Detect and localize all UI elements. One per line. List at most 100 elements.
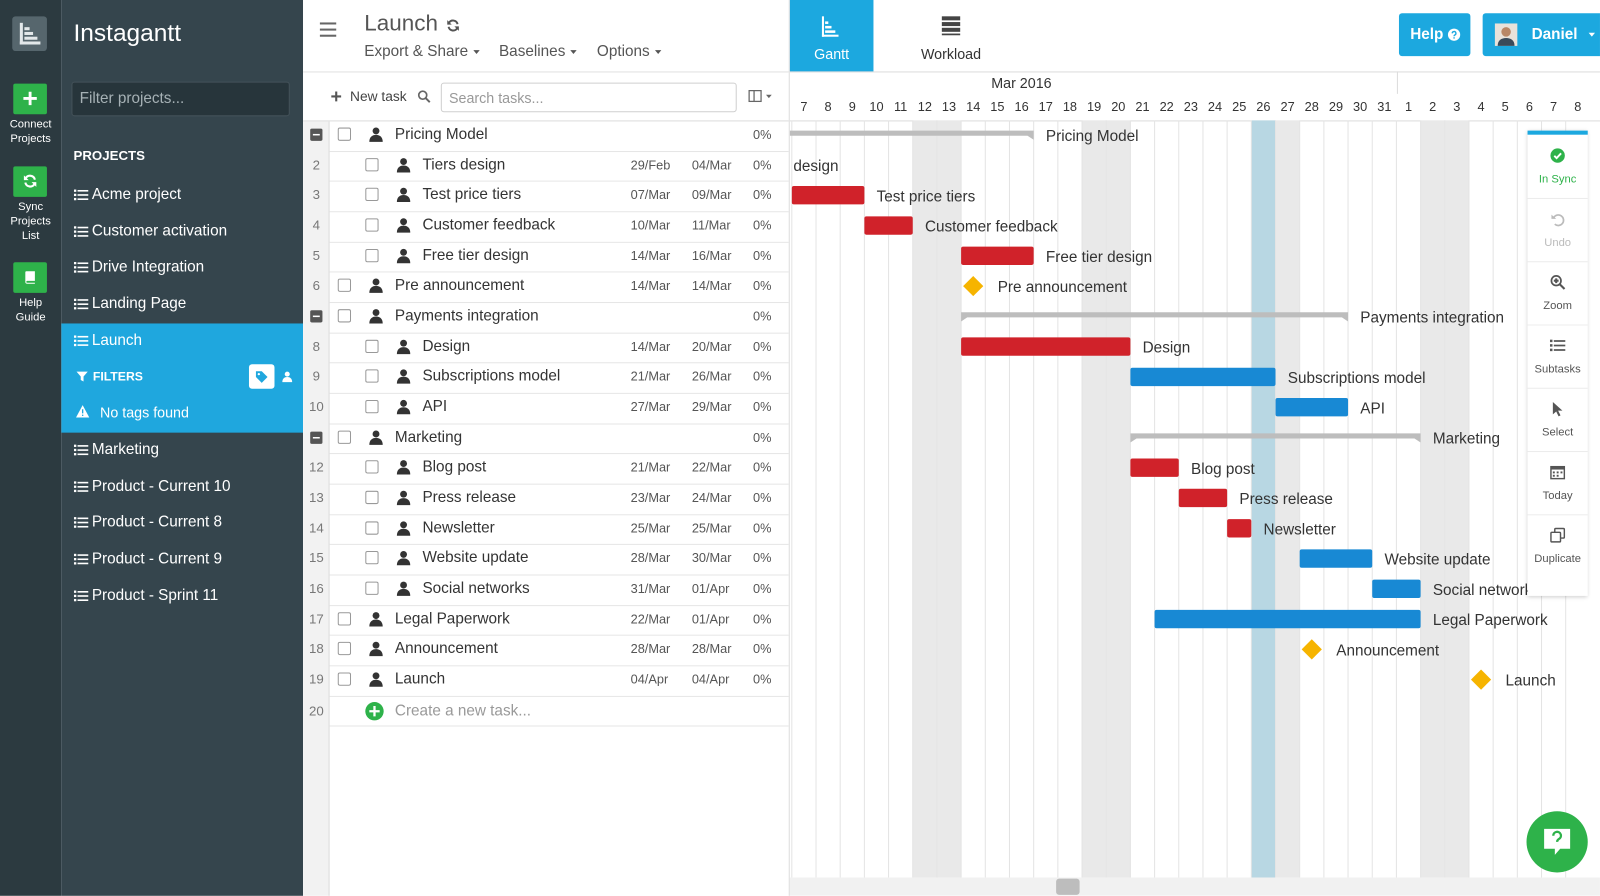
assignee-icon[interactable] (396, 460, 411, 475)
assignee-icon[interactable] (396, 369, 411, 385)
assignee-icon[interactable] (368, 611, 383, 627)
task-name[interactable]: Newsletter (422, 519, 495, 537)
task-name[interactable]: Launch (394, 670, 446, 688)
assignee-icon[interactable] (396, 581, 411, 596)
task-name[interactable]: Website update (422, 549, 529, 567)
assignee-icon[interactable] (396, 490, 411, 506)
view-tab-label[interactable]: Workload (920, 45, 982, 63)
assignee-icon[interactable] (368, 641, 383, 657)
new-task-plus[interactable] (331, 91, 342, 102)
create-task-input[interactable]: Create a new task... (394, 701, 532, 720)
task-name[interactable]: Free tier design (422, 246, 529, 264)
tool-icon[interactable] (1550, 401, 1565, 417)
task-checkbox[interactable] (365, 490, 379, 505)
task-name[interactable]: Legal Paperwork (394, 609, 510, 628)
rail-button-label[interactable]: Sync Projects List (10, 201, 51, 242)
assignee-icon[interactable] (396, 550, 411, 566)
assignee-icon[interactable] (396, 338, 411, 354)
task-checkbox[interactable] (365, 460, 379, 474)
assignee-icon[interactable] (396, 157, 411, 173)
tool-label[interactable]: Zoom (1543, 299, 1572, 313)
task-checkbox[interactable] (365, 188, 379, 202)
assignee-icon[interactable] (368, 308, 383, 324)
rail-button-label[interactable]: Connect Projects (9, 118, 52, 145)
tool-label[interactable]: Subtasks (1534, 363, 1581, 376)
assignee-icon[interactable] (396, 217, 411, 233)
project-item[interactable]: Launch (91, 331, 143, 349)
task-checkbox[interactable] (337, 309, 352, 323)
task-name[interactable]: Payments integration (394, 307, 539, 325)
tool-label[interactable]: In Sync (1538, 173, 1577, 186)
assignee-icon[interactable] (396, 520, 411, 536)
header-menu[interactable]: Export & Share (364, 42, 469, 61)
task-name[interactable]: API (422, 397, 448, 416)
collapse-toggle[interactable] (310, 431, 323, 444)
rail-button-icon[interactable] (22, 91, 37, 106)
assignee-icon[interactable] (396, 187, 411, 203)
project-item[interactable]: Drive Integration (91, 258, 205, 276)
tool-icon[interactable] (1550, 211, 1565, 227)
task-name[interactable]: Pre announcement (394, 276, 525, 295)
columns-toggle[interactable] (748, 90, 762, 103)
header-menu[interactable]: Baselines (498, 42, 566, 61)
tool-label[interactable]: Undo (1544, 236, 1572, 249)
project-item[interactable]: Acme project (91, 185, 182, 204)
task-checkbox[interactable] (365, 339, 379, 353)
task-name[interactable]: Test price tiers (422, 186, 522, 204)
tool-label[interactable]: Today (1542, 489, 1573, 503)
task-checkbox[interactable] (365, 400, 379, 414)
workload-tab-icon[interactable] (940, 16, 962, 36)
tool-icon[interactable] (1550, 464, 1566, 480)
task-checkbox[interactable] (337, 642, 352, 656)
collapse-toggle[interactable] (310, 310, 323, 323)
project-item[interactable]: Product - Current 10 (91, 477, 231, 495)
task-checkbox[interactable] (365, 581, 379, 595)
rail-button-icon[interactable] (22, 269, 37, 284)
project-item[interactable]: Product - Sprint 11 (91, 586, 219, 604)
task-checkbox[interactable] (337, 430, 352, 444)
view-tab-label[interactable]: Gantt (814, 45, 850, 63)
tool-icon[interactable] (1550, 148, 1565, 163)
rail-button-icon[interactable] (22, 173, 37, 188)
task-checkbox[interactable] (337, 611, 352, 626)
task-checkbox[interactable] (365, 248, 379, 262)
menu-toggle[interactable] (319, 21, 337, 37)
task-name[interactable]: Announcement (394, 640, 498, 658)
create-task-icon[interactable] (365, 701, 384, 721)
task-name[interactable]: Marketing (394, 428, 463, 446)
project-item[interactable]: Marketing (91, 440, 160, 459)
task-name[interactable]: Design (422, 337, 471, 355)
assignee-icon[interactable] (396, 399, 411, 415)
assignee-icon[interactable] (368, 429, 383, 445)
new-task-button[interactable]: New task (349, 88, 407, 105)
task-name[interactable]: Social networks (422, 579, 530, 597)
task-name[interactable]: Subscriptions model (422, 367, 561, 386)
refresh-icon[interactable] (446, 18, 460, 32)
task-checkbox[interactable] (365, 551, 379, 565)
assignee-icon[interactable] (396, 248, 411, 263)
collapse-toggle[interactable] (310, 128, 323, 141)
task-name[interactable]: Pricing Model (394, 125, 488, 143)
project-item[interactable]: Product - Current 9 (91, 550, 223, 568)
search-input[interactable]: Search tasks... (440, 82, 737, 113)
user-menu[interactable]: Daniel (1482, 13, 1600, 57)
support-chat-button[interactable] (1526, 811, 1588, 873)
task-name[interactable]: Blog post (422, 458, 487, 476)
header-menu[interactable]: Options (596, 42, 650, 61)
task-checkbox[interactable] (337, 278, 352, 293)
project-item[interactable]: Product - Current 8 (91, 513, 223, 532)
assignee-icon[interactable] (368, 278, 383, 294)
filter-input[interactable]: Filter projects... (71, 81, 290, 117)
user-filter-icon[interactable] (282, 370, 293, 383)
task-checkbox[interactable] (365, 157, 379, 172)
assignee-icon[interactable] (368, 127, 383, 142)
tool-label[interactable]: Duplicate (1534, 553, 1582, 566)
task-checkbox[interactable] (365, 521, 379, 535)
tool-icon[interactable] (1549, 338, 1566, 353)
task-name[interactable]: Press release (422, 488, 517, 507)
help-button[interactable]: Help (1398, 13, 1471, 57)
task-name[interactable]: Customer feedback (422, 216, 556, 234)
tool-icon[interactable] (1550, 527, 1566, 543)
task-checkbox[interactable] (365, 218, 379, 232)
rail-button-label[interactable]: Help Guide (15, 296, 46, 324)
